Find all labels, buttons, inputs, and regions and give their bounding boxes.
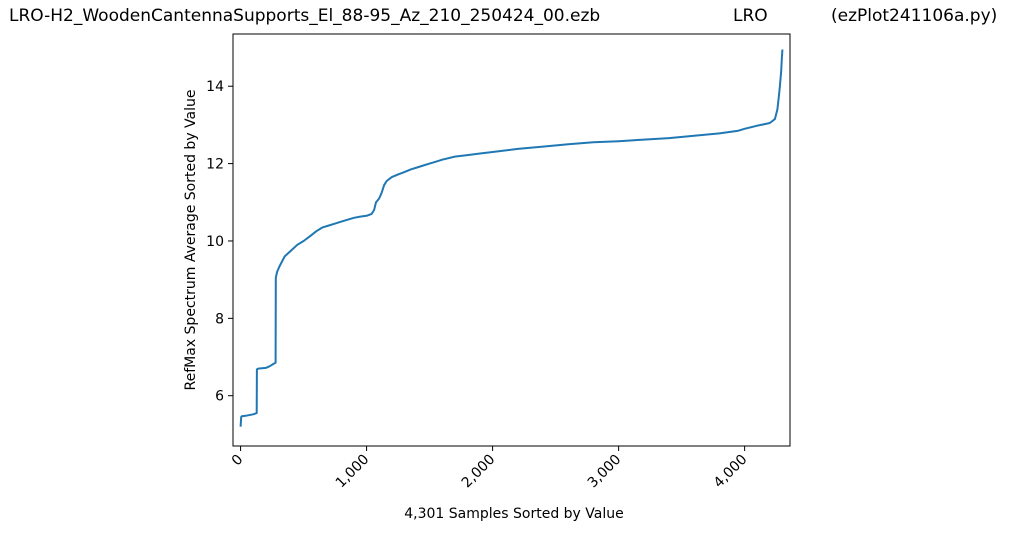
chart-title-filename: LRO-H2_WoodenCantennaSupports_El_88-95_A…	[9, 6, 601, 26]
x-axis-label: 4,301 Samples Sorted by Value	[404, 506, 623, 522]
y-tick-label: 8	[215, 311, 224, 327]
x-tick-label: 2,000	[459, 452, 499, 492]
chart-title-site: LRO	[733, 6, 768, 26]
y-axis: 6 8 10 12 14	[206, 79, 233, 405]
y-tick-label: 10	[206, 234, 224, 250]
y-tick-label: 12	[206, 157, 224, 173]
plot-frame	[232, 33, 791, 447]
y-tick-label: 14	[206, 79, 224, 95]
y-axis-label: RefMax Spectrum Average Sorted by Value	[183, 90, 199, 391]
plot-area	[232, 33, 791, 447]
y-tick-label: 6	[215, 389, 224, 405]
x-tick-label: 3,000	[585, 452, 625, 492]
x-tick-label: 0	[229, 452, 247, 470]
x-tick-label: 1,000	[333, 452, 373, 492]
chart-title-script: (ezPlot241106a.py)	[831, 6, 998, 26]
series-line-0	[239, 49, 784, 427]
x-axis: 0 1,000 2,000 3,000 4,000	[229, 446, 751, 492]
x-tick-label: 4,000	[711, 452, 751, 492]
